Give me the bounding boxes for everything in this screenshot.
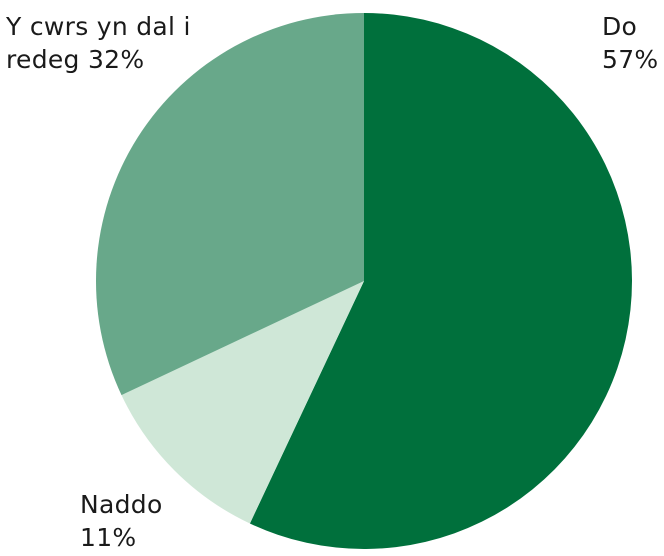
slice-label-naddo: Naddo 11% [80,488,163,554]
slice-label-running-line-2: redeg 32% [6,45,145,74]
slice-label-do-line-1: Do [602,12,638,41]
slice-label-running: Y cwrs yn dal i redeg 32% [6,10,191,76]
slice-label-do: Do 57% [602,10,658,76]
slice-label-running-line-1: Y cwrs yn dal i [6,12,191,41]
slice-label-naddo-line-2: 11% [80,523,137,552]
slice-label-do-line-2: 57% [602,45,659,74]
pie-slices [95,13,632,549]
slice-label-naddo-line-1: Naddo [80,490,163,519]
pie-slice-running [95,13,364,396]
pie-slice-naddo [121,281,364,524]
pie-slice-do [249,13,632,549]
